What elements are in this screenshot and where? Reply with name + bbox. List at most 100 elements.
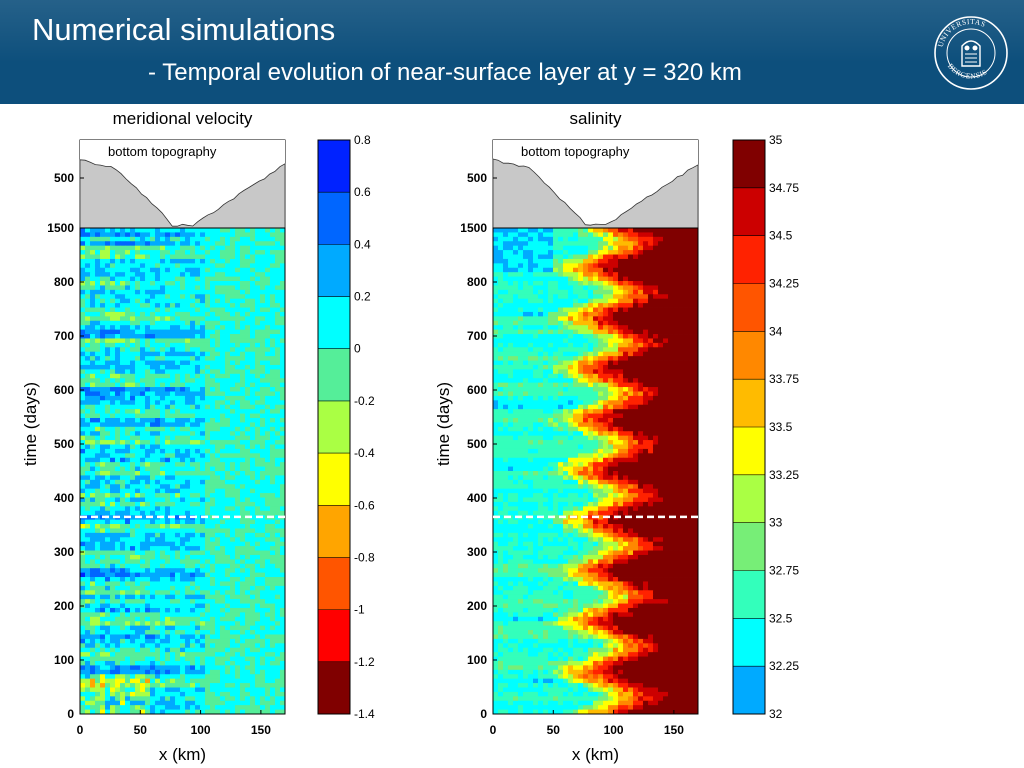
heatmap-cell [100,669,106,675]
heatmap-cell [185,696,191,702]
heatmap-cell [250,612,256,618]
heatmap-cell [210,311,216,317]
heatmap-cell [220,409,226,414]
heatmap-cell [230,462,236,467]
heatmap-cell [130,466,136,472]
heatmap-cell [260,440,266,445]
heatmap-cell [210,638,216,644]
heatmap-cell [150,537,156,543]
heatmap-cell [95,537,101,543]
heatmap-cell [185,700,191,706]
heatmap-cell [275,607,281,613]
heatmap-cell [125,391,131,397]
heatmap-cell [493,236,499,242]
heatmap-cell [95,621,101,627]
heatmap-cell [185,347,191,353]
heatmap-cell [205,254,211,260]
heatmap-cell [180,621,186,627]
heatmap-cell [80,236,86,242]
heatmap-cell [598,250,604,255]
heatmap-cell [175,510,181,516]
heatmap-cell [190,541,196,547]
heatmap-cell [185,554,191,560]
heatmap-cell [270,250,276,255]
heatmap-cell [250,342,256,348]
heatmap-cell [275,563,281,569]
heatmap-cell [90,241,96,247]
heatmap-cell [90,700,96,706]
heatmap-cell [110,387,116,392]
heatmap-cell [603,254,609,260]
heatmap-cell [240,320,246,326]
heatmap-cell [260,462,266,467]
heatmap-cell [175,250,181,255]
heatmap-cell [100,700,106,706]
heatmap-cell [155,563,161,569]
heatmap-cell [230,378,236,384]
heatmap-cell [120,378,126,384]
heatmap-cell [210,607,216,613]
heatmap-cell [140,267,146,273]
heatmap-cell [270,236,276,242]
heatmap-cell [170,289,176,295]
heatmap-cell [275,510,281,516]
heatmap-cell [160,554,166,560]
heatmap-cell [230,674,236,680]
heatmap-cell [105,471,111,476]
heatmap-cell [135,426,141,432]
heatmap-cell [90,236,96,242]
heatmap-cell [245,603,251,609]
heatmap-cell [140,678,146,684]
heatmap-cell [180,276,186,282]
heatmap-cell [260,638,266,644]
heatmap-cell [255,334,261,339]
heatmap-cell [190,373,196,379]
heatmap-cell [633,254,639,260]
heatmap-cell [260,687,266,693]
heatmap-cell [250,577,256,582]
heatmap-cell [125,550,131,556]
heatmap-cell [90,484,96,490]
heatmap-cell [215,236,221,242]
heatmap-cell [190,519,196,525]
depth-tick-label: 500 [54,171,74,185]
heatmap-cell [265,281,271,286]
heatmap-cell [80,369,86,375]
heatmap-cell [190,311,196,317]
heatmap-cell [683,228,689,233]
heatmap-cell [250,263,256,269]
heatmap-cell [135,652,141,657]
heatmap-cell [603,258,609,264]
heatmap-cell [90,669,96,675]
heatmap-cell [190,338,196,344]
heatmap-cell [160,320,166,326]
heatmap-cell [120,466,126,472]
heatmap-cell [220,656,226,662]
colorbar-segment [318,192,350,245]
heatmap-cell [693,245,699,251]
heatmap-cell [578,245,584,251]
heatmap-cell [155,484,161,490]
heatmap-cell [165,647,171,653]
heatmap-cell [200,272,206,277]
heatmap-cell [225,440,231,445]
heatmap-cell [255,691,261,697]
heatmap-cell [110,413,116,419]
heatmap-cell [270,599,276,604]
heatmap-cell [553,267,559,273]
heatmap-cell [240,643,246,649]
heatmap-cell [80,360,86,366]
heatmap-cell [245,630,251,635]
heatmap-cell [250,334,256,339]
heatmap-cell [90,709,96,715]
heatmap-cell [160,700,166,706]
heatmap-cell [250,537,256,543]
heatmap-cell [90,254,96,260]
heatmap-cell [180,568,186,574]
heatmap-cell [175,537,181,543]
heatmap-cell [130,501,136,507]
heatmap-cell [160,607,166,613]
heatmap-cell [100,387,106,392]
heatmap-cell [230,400,236,406]
heatmap-cell [155,303,161,308]
